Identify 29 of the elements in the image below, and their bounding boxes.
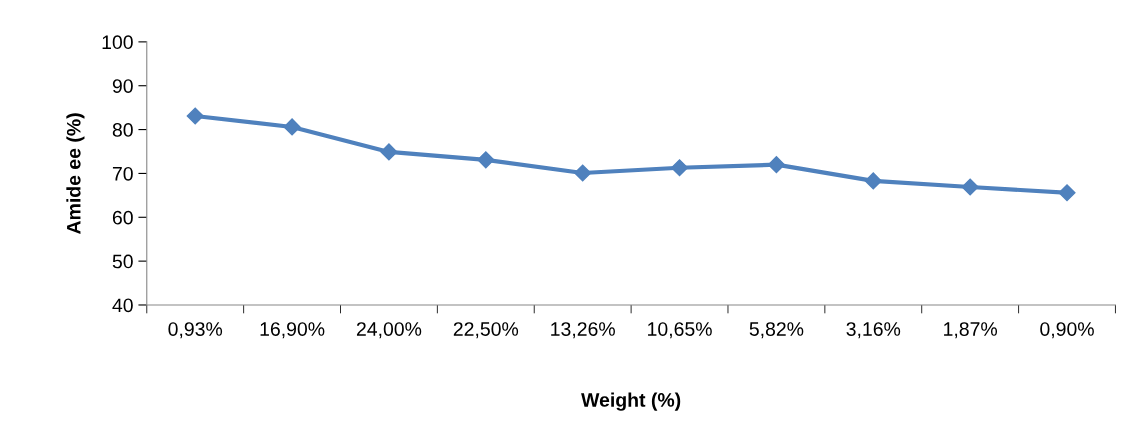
point: [864, 172, 882, 190]
y-tick-label: 80: [112, 123, 133, 137]
y-tick-label: 90: [112, 79, 133, 93]
y-tick-label: 100: [102, 35, 133, 50]
x-tick-label: 0,93%: [168, 322, 223, 339]
x-tick-label: 0,90%: [1040, 322, 1094, 339]
point: [670, 159, 689, 177]
point: [186, 107, 204, 125]
x-tick-label: 16,90%: [260, 322, 325, 339]
x-tick-label: 13,26%: [551, 322, 615, 339]
x-axis-title: Weight (%): [581, 392, 681, 411]
point: [574, 164, 592, 182]
y-axis-title: Amide ee (%): [66, 113, 85, 234]
x-tick-label: 3,16%: [846, 322, 901, 339]
point: [1058, 184, 1076, 202]
x-tick-label: 5,82%: [749, 322, 804, 339]
x-tick-label: 22,50%: [453, 322, 519, 339]
x-tick-label: 1,87%: [944, 322, 998, 339]
point: [961, 178, 979, 196]
x-tick-label: 24,00%: [356, 322, 422, 339]
point: [477, 151, 495, 169]
x-tick-label: 10,65%: [648, 322, 712, 339]
point: [283, 118, 301, 136]
point: [380, 143, 398, 161]
point: [767, 156, 785, 174]
y-tick-label: 70: [112, 166, 133, 181]
y-tick-label: 60: [112, 210, 133, 225]
y-tick-label: 50: [112, 254, 133, 269]
y-tick-label: 40: [112, 298, 133, 313]
